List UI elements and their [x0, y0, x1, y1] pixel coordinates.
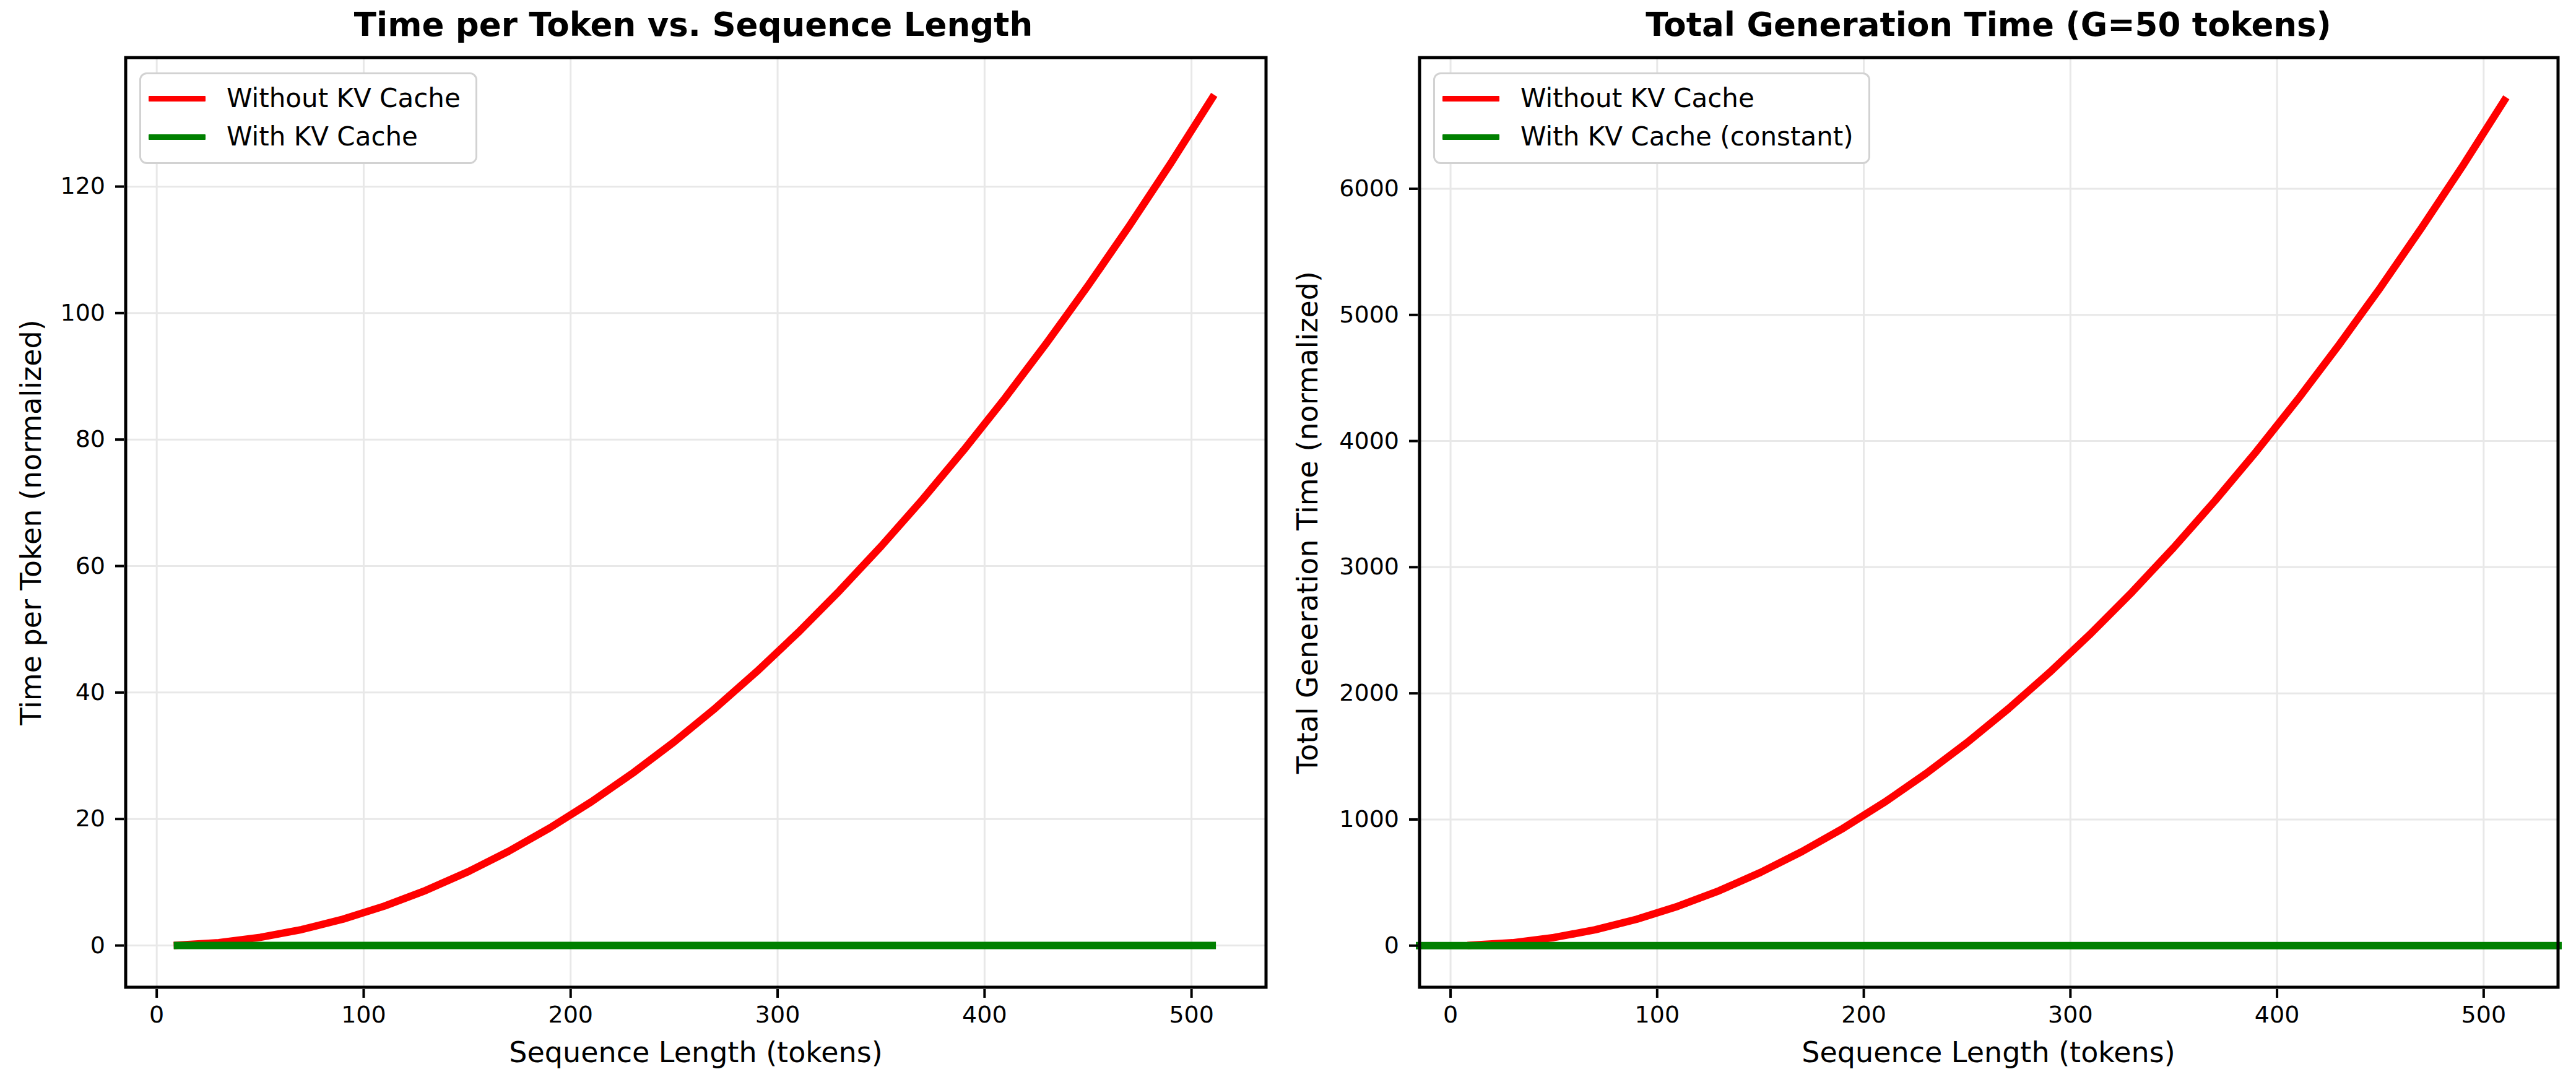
y-tick-label: 1000 — [1244, 807, 1399, 833]
y-tick-label: 2000 — [1244, 680, 1399, 706]
chart2-legend: Without KV Cache With KV Cache (constant… — [1433, 72, 1870, 164]
x-tick-label: 100 — [341, 1002, 386, 1028]
y-tick-label: 20 — [0, 806, 105, 832]
legend-label: Without KV Cache — [227, 85, 461, 111]
chart1-xaxis-label: Sequence Length (tokens) — [509, 1036, 882, 1069]
y-tick-label: 0 — [1244, 933, 1399, 959]
y-tick-label: 6000 — [1244, 176, 1399, 202]
y-tick-label: 3000 — [1244, 554, 1399, 580]
chart1-yaxis-label: Time per Token (normalized) — [15, 319, 48, 725]
x-tick-label: 200 — [1841, 1002, 1886, 1028]
legend-label: With KV Cache — [227, 124, 418, 150]
legend-entry-with-kv-cache: With KV Cache — [149, 118, 461, 156]
chart1-legend: Without KV Cache With KV Cache — [139, 72, 477, 164]
y-tick-label: 80 — [0, 426, 105, 452]
y-tick-label: 4000 — [1244, 428, 1399, 454]
x-tick-label: 200 — [548, 1002, 593, 1028]
y-tick-label: 40 — [0, 680, 105, 706]
green-line-swatch-icon — [149, 134, 206, 140]
x-tick-label: 300 — [755, 1002, 800, 1028]
legend-entry-without-kv-cache: Without KV Cache — [149, 79, 461, 118]
x-tick-label: 300 — [2048, 1002, 2093, 1028]
y-tick-label: 0 — [0, 933, 105, 959]
figure: Time per Token vs. Sequence Length Total… — [0, 0, 2576, 1090]
red-line-swatch-icon — [1442, 96, 1499, 102]
x-tick-label: 0 — [149, 1002, 164, 1028]
legend-label: With KV Cache (constant) — [1520, 124, 1854, 150]
red-line-swatch-icon — [149, 96, 206, 102]
green-line-swatch-icon — [1442, 134, 1499, 140]
x-tick-label: 400 — [2255, 1002, 2300, 1028]
legend-entry-with-kv-cache-constant: With KV Cache (constant) — [1442, 118, 1854, 156]
chart2-xaxis-label: Sequence Length (tokens) — [1802, 1036, 2175, 1069]
y-tick-label: 120 — [0, 174, 105, 200]
axes-spines — [1420, 58, 2558, 987]
legend-label: Without KV Cache — [1520, 85, 1754, 111]
y-tick-label: 5000 — [1244, 302, 1399, 328]
x-tick-label: 500 — [2461, 1002, 2507, 1028]
axes-spines — [126, 58, 1266, 987]
x-tick-label: 400 — [962, 1002, 1007, 1028]
y-tick-label: 100 — [0, 300, 105, 326]
series-line-without-kv-cache — [1471, 100, 2504, 945]
chart1-title: Time per Token vs. Sequence Length — [354, 5, 1033, 45]
y-tick-label: 60 — [0, 553, 105, 579]
x-tick-label: 100 — [1635, 1002, 1680, 1028]
chart2-title: Total Generation Time (G=50 tokens) — [1646, 5, 2331, 45]
legend-entry-without-kv-cache: Without KV Cache — [1442, 79, 1854, 118]
x-tick-label: 0 — [1443, 1002, 1458, 1028]
x-tick-label: 500 — [1169, 1002, 1214, 1028]
